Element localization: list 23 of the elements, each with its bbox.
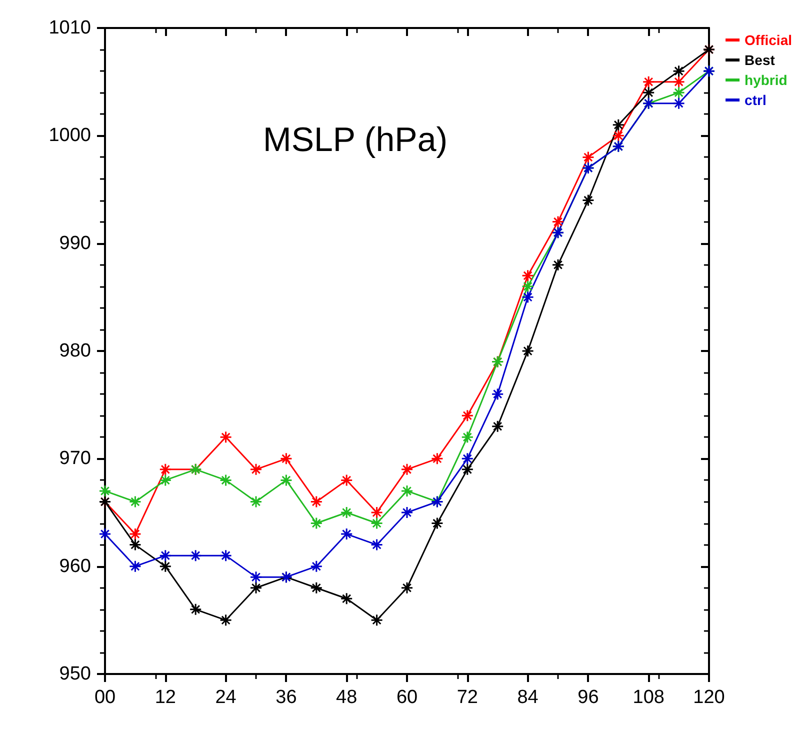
x-tick-label: 48 [336, 687, 358, 708]
legend-label: ctrl [744, 92, 766, 108]
x-tick-label: 108 [632, 687, 664, 708]
y-tick-label: 1000 [48, 125, 91, 146]
x-tick-label: 84 [517, 687, 539, 708]
x-tick-label: 24 [215, 687, 237, 708]
y-tick-label: 960 [59, 556, 91, 577]
legend-label: Best [744, 52, 776, 68]
x-tick-label: 12 [154, 687, 176, 708]
y-tick-label: 970 [59, 448, 91, 470]
y-tick-label: 1010 [48, 18, 91, 38]
x-tick-label: 96 [578, 687, 599, 708]
x-tick-label: 00 [94, 687, 116, 708]
y-tick-label: 950 [59, 664, 91, 684]
text: MSLP (hPa) [263, 121, 448, 159]
x-tick-label: 60 [396, 687, 418, 708]
y-tick-label: 990 [59, 232, 91, 254]
legend-label: hybrid [744, 72, 788, 88]
legend-label: Official [744, 32, 792, 48]
y-tick-label: 980 [59, 340, 91, 362]
x-tick-label: 120 [693, 687, 725, 708]
x-tick-label: 36 [276, 687, 297, 708]
x-tick-label: 72 [456, 687, 478, 708]
